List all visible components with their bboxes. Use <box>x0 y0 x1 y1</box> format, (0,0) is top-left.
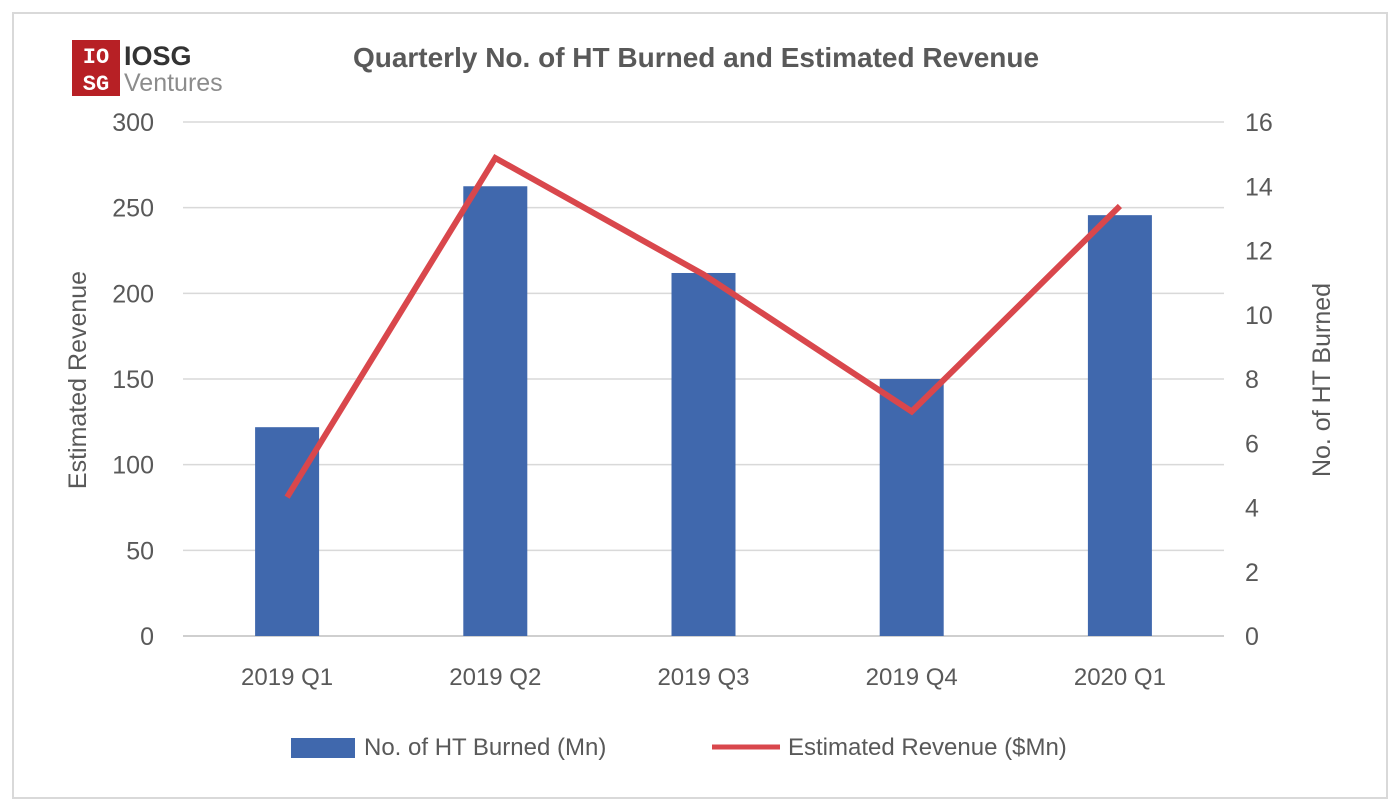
bar <box>879 379 944 636</box>
legend-line-label: Estimated Revenue ($Mn) <box>788 734 1067 761</box>
bar-series <box>255 186 1152 636</box>
legend-bar-label: No. of HT Burned (Mn) <box>364 734 606 761</box>
right-axis-ticks: 0 2 4 6 8 10 12 14 16 <box>1245 109 1273 651</box>
bar <box>671 272 736 636</box>
y-right-tick-label: 2 <box>1245 559 1259 587</box>
logo-box <box>72 40 120 96</box>
x-tick-label: 2019 Q1 <box>241 664 333 691</box>
line-series <box>284 153 1123 499</box>
y-left-tick-label: 150 <box>112 366 154 394</box>
y-right-tick-label: 12 <box>1245 238 1273 266</box>
logo-box-bottom-text: SG <box>83 72 109 97</box>
y-left-tick-label: 300 <box>112 109 154 137</box>
chart-title: Quarterly No. of HT Burned and Estimated… <box>353 42 1039 73</box>
y-right-tick-label: 16 <box>1245 109 1273 137</box>
logo-main-text: IOSG <box>124 41 192 71</box>
y-right-tick-label: 4 <box>1245 495 1259 523</box>
logo-sub-text: Ventures <box>124 69 223 97</box>
y-right-tick-label: 0 <box>1245 623 1259 651</box>
logo-box-top-text: IO <box>83 45 109 70</box>
y-left-tick-label: 250 <box>112 195 154 223</box>
y-axis-left-title: Estimated Revenue <box>64 271 92 489</box>
bar <box>463 186 528 636</box>
legend-bar-swatch <box>291 738 355 758</box>
left-axis-ticks: 0 50 100 150 200 250 300 <box>112 109 154 651</box>
x-tick-label: 2020 Q1 <box>1074 664 1166 691</box>
y-right-tick-label: 6 <box>1245 430 1259 458</box>
x-tick-label: 2019 Q4 <box>866 664 958 691</box>
logo: IO SG IOSG Ventures <box>72 40 223 97</box>
y-axis-right-title: No. of HT Burned <box>1308 283 1336 477</box>
x-tick-label: 2019 Q3 <box>657 664 749 691</box>
y-left-tick-label: 50 <box>126 537 154 565</box>
y-right-tick-label: 14 <box>1245 173 1273 201</box>
y-left-tick-label: 0 <box>140 623 154 651</box>
y-right-tick-label: 10 <box>1245 302 1273 330</box>
x-tick-label: 2019 Q2 <box>449 664 541 691</box>
legend: No. of HT Burned (Mn) Estimated Revenue … <box>291 734 1067 761</box>
y-left-tick-label: 200 <box>112 280 154 308</box>
bar <box>1087 215 1152 636</box>
x-axis-ticks: 2019 Q1 2019 Q2 2019 Q3 2019 Q4 2020 Q1 <box>241 664 1166 691</box>
y-left-tick-label: 100 <box>112 452 154 480</box>
y-right-tick-label: 8 <box>1245 366 1259 394</box>
